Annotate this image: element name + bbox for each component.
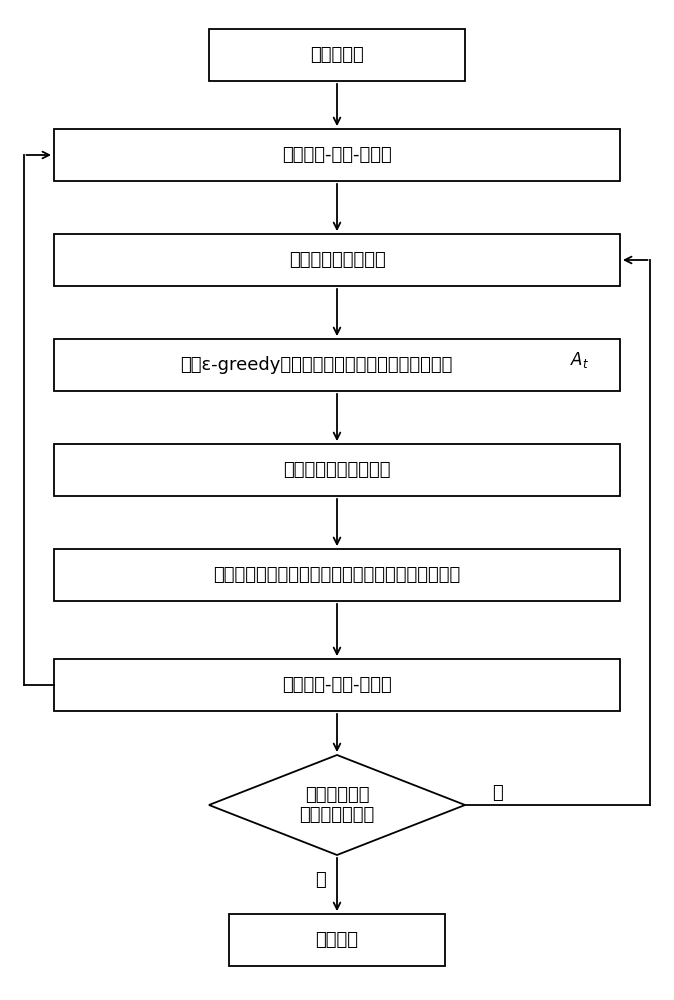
Text: 光伏面板是否
与太阳光照对准: 光伏面板是否 与太阳光照对准 xyxy=(299,786,375,824)
Bar xyxy=(54,549,620,601)
Text: 预设参数值: 预设参数值 xyxy=(310,46,364,64)
Text: 更新位置-动作-价值表: 更新位置-动作-价值表 xyxy=(282,676,392,694)
Text: 获取当前的状态信息: 获取当前的状态信息 xyxy=(288,251,386,269)
Bar xyxy=(209,29,465,81)
Text: 建立位置-动作-价值表: 建立位置-动作-价值表 xyxy=(282,146,392,164)
Bar xyxy=(229,914,445,966)
Polygon shape xyxy=(209,755,465,855)
Text: 基于ε-greedy策略进行动作决策，并执行动作策略: 基于ε-greedy策略进行动作决策，并执行动作策略 xyxy=(181,356,453,374)
Bar xyxy=(54,444,620,496)
Text: 否: 否 xyxy=(492,784,503,802)
Text: 是: 是 xyxy=(315,871,326,889)
Text: 根据动作后的状态信息对所执行的动作策略计算奖励: 根据动作后的状态信息对所执行的动作策略计算奖励 xyxy=(214,566,460,584)
Bar xyxy=(54,659,620,711)
Bar xyxy=(54,129,620,181)
Bar xyxy=(54,339,620,391)
Text: 获取动作后的状态信息: 获取动作后的状态信息 xyxy=(283,461,391,479)
Text: 控制结束: 控制结束 xyxy=(315,931,359,949)
Text: $A_t$: $A_t$ xyxy=(570,350,589,370)
Bar xyxy=(54,234,620,286)
